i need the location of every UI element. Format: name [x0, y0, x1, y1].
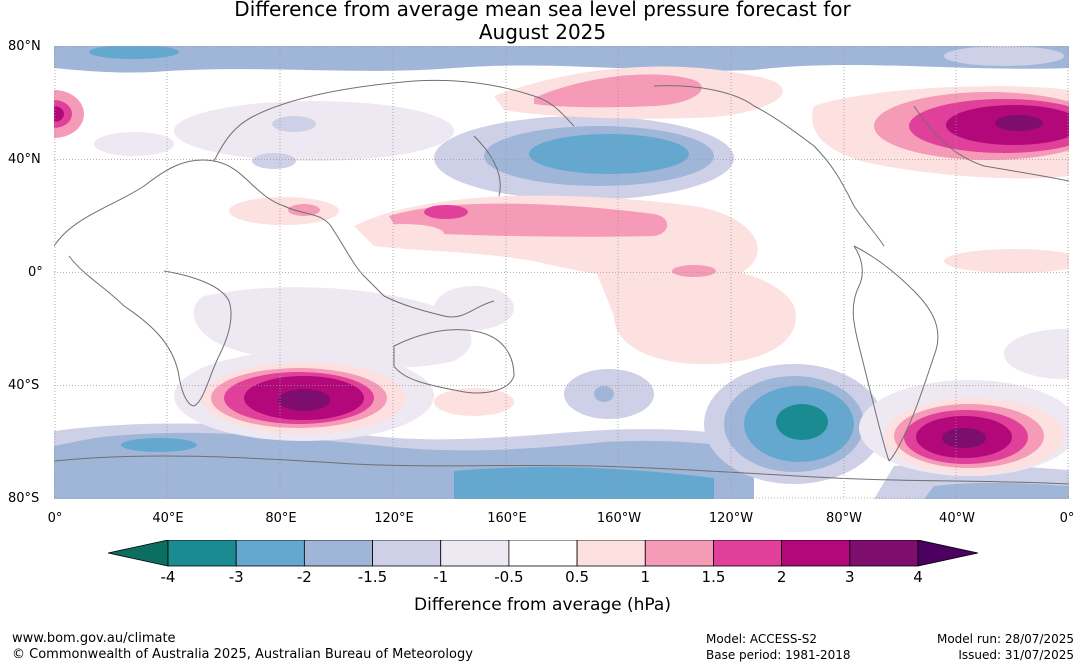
lon-label-160e: 160°E	[487, 511, 527, 526]
title-line-1: Difference from average mean sea level p…	[234, 0, 851, 21]
arctic-negative-anomaly	[54, 46, 1069, 73]
colorbar-tick-label: -4	[160, 568, 176, 586]
colorbar-over-triangle	[917, 539, 979, 567]
footer-url: www.bom.gov.au/climate	[12, 631, 176, 646]
map-title: Difference from average mean sea level p…	[0, 0, 1085, 44]
lon-label-160w: 160°W	[596, 511, 642, 526]
colorbar-label: Difference from average (hPa)	[414, 595, 671, 615]
title-line-2: August 2025	[478, 20, 607, 44]
lon-label-80e: 80°E	[265, 511, 297, 526]
colorbar-tick-label: 3	[845, 568, 855, 586]
lon-label-120w: 120°W	[708, 511, 754, 526]
tropical-weak-negative	[193, 249, 1069, 379]
lon-label-40w: 40°W	[939, 511, 975, 526]
north-atlantic-high	[54, 86, 1069, 179]
colorbar-segment	[167, 539, 237, 567]
colorbar-segment	[303, 539, 373, 567]
eurasia-weak-anomalies	[94, 101, 454, 244]
colorbar-segment	[644, 539, 714, 567]
colorbar	[107, 539, 979, 570]
southern-ocean-negative-anomaly	[54, 423, 1069, 499]
lat-label-40n: 40°N	[8, 152, 41, 167]
footer-copyright: © Commonwealth of Australia 2025, Austra…	[12, 647, 473, 662]
colorbar-segment	[849, 539, 919, 567]
footer-model-run: Model run: 28/07/2025	[936, 632, 1074, 646]
lat-label-80n: 80°N	[8, 39, 41, 54]
lat-label-80s: 80°S	[8, 491, 40, 506]
lon-label-80w: 80°W	[826, 511, 862, 526]
footer-model: Model: ACCESS-S2	[706, 632, 818, 646]
colorbar-tick-label: 1.5	[701, 568, 726, 586]
footer-base-period: Base period: 1981-2018	[706, 648, 851, 662]
colorbar-tick-label: 4	[913, 568, 923, 586]
north-pacific-low	[434, 116, 734, 200]
colorbar-segment	[781, 539, 851, 567]
colorbar-segment	[508, 539, 578, 567]
north-pacific-subtropical-high	[354, 195, 796, 365]
lon-label-0-right: 0°	[1059, 511, 1075, 526]
colorbar-tick-label: 0.5	[565, 568, 590, 586]
colorbar-tick-label: -1	[433, 568, 449, 586]
colorbar-tick-label: -3	[228, 568, 244, 586]
colorbar-segment	[576, 539, 646, 567]
colorbar-tick-label: -2	[296, 568, 312, 586]
colorbar-tick-label: 1	[640, 568, 651, 586]
south-atlantic-high	[859, 380, 1069, 476]
lon-label-0-left: 0°	[47, 511, 63, 526]
lat-label-0: 0°	[28, 265, 43, 280]
coastlines	[54, 79, 1069, 485]
lon-label-40e: 40°E	[152, 511, 184, 526]
colorbar-tick-label: -1.5	[357, 568, 388, 586]
colorbar-tick-label: 2	[776, 568, 787, 586]
footer-issued: Issued: 31/07/2025	[958, 648, 1074, 662]
colorbar-segment	[235, 539, 305, 567]
colorbar-segment	[372, 539, 442, 567]
pressure-anomaly-map	[54, 46, 1069, 499]
colorbar-segment	[713, 539, 783, 567]
bering-positive-anomaly	[494, 66, 783, 119]
graticule	[54, 46, 1069, 499]
south-pacific-anomalies	[434, 364, 884, 484]
colorbar-segment	[440, 539, 510, 567]
colorbar-tick-label: -0.5	[494, 568, 524, 586]
south-indian-ocean-high	[174, 351, 434, 441]
lon-label-120e: 120°E	[374, 511, 414, 526]
colorbar-under-triangle	[107, 539, 169, 567]
lat-label-40s: 40°S	[8, 378, 40, 393]
